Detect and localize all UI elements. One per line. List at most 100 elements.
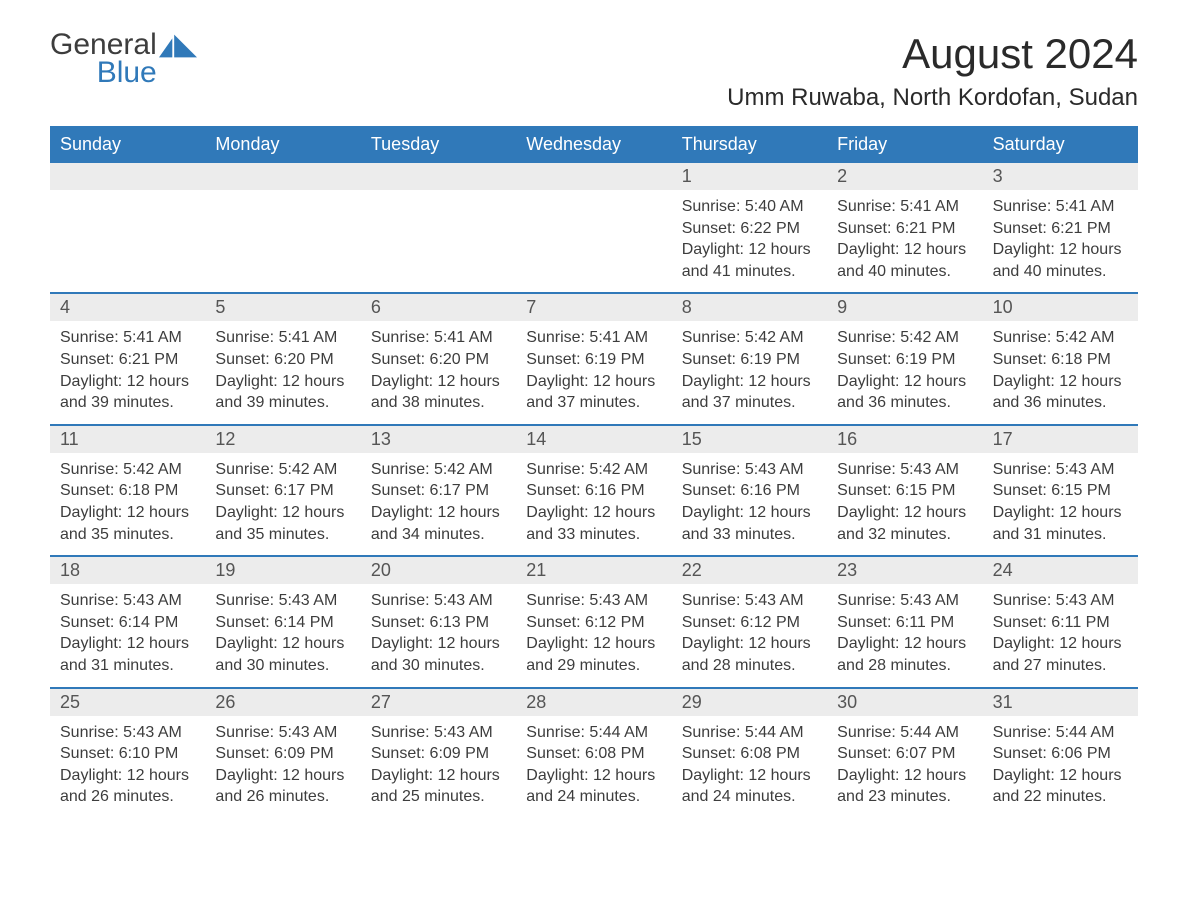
daylight-line: Daylight: 12 hours and 25 minutes. <box>371 765 506 808</box>
day-number: 16 <box>827 426 982 453</box>
day-cell: 22Sunrise: 5:43 AMSunset: 6:12 PMDayligh… <box>672 557 827 686</box>
day-number: 27 <box>361 689 516 716</box>
daylight-line: Daylight: 12 hours and 28 minutes. <box>682 633 817 676</box>
day-body: Sunrise: 5:44 AMSunset: 6:06 PMDaylight:… <box>983 716 1138 818</box>
day-number: 26 <box>205 689 360 716</box>
day-number: 28 <box>516 689 671 716</box>
day-number: 8 <box>672 294 827 321</box>
sunset-line: Sunset: 6:17 PM <box>215 480 350 502</box>
weekday-thursday: Thursday <box>672 126 827 163</box>
logo: General Blue <box>50 30 197 90</box>
day-cell: 6Sunrise: 5:41 AMSunset: 6:20 PMDaylight… <box>361 294 516 423</box>
daylight-line: Daylight: 12 hours and 35 minutes. <box>215 502 350 545</box>
day-cell: 31Sunrise: 5:44 AMSunset: 6:06 PMDayligh… <box>983 689 1138 818</box>
empty-day-bar <box>361 163 516 190</box>
week-row: 18Sunrise: 5:43 AMSunset: 6:14 PMDayligh… <box>50 555 1138 686</box>
sunset-line: Sunset: 6:11 PM <box>837 612 972 634</box>
sunrise-line: Sunrise: 5:43 AM <box>682 590 817 612</box>
day-cell: 25Sunrise: 5:43 AMSunset: 6:10 PMDayligh… <box>50 689 205 818</box>
day-number: 5 <box>205 294 360 321</box>
sunrise-line: Sunrise: 5:43 AM <box>993 590 1128 612</box>
sunrise-line: Sunrise: 5:43 AM <box>837 590 972 612</box>
day-number: 29 <box>672 689 827 716</box>
sunset-line: Sunset: 6:19 PM <box>837 349 972 371</box>
sunset-line: Sunset: 6:14 PM <box>215 612 350 634</box>
day-body: Sunrise: 5:41 AMSunset: 6:21 PMDaylight:… <box>827 190 982 292</box>
daylight-line: Daylight: 12 hours and 40 minutes. <box>837 239 972 282</box>
sunrise-line: Sunrise: 5:44 AM <box>837 722 972 744</box>
sunrise-line: Sunrise: 5:42 AM <box>526 459 661 481</box>
sunrise-line: Sunrise: 5:43 AM <box>215 722 350 744</box>
sunset-line: Sunset: 6:21 PM <box>993 218 1128 240</box>
day-body: Sunrise: 5:42 AMSunset: 6:19 PMDaylight:… <box>827 321 982 423</box>
day-body: Sunrise: 5:40 AMSunset: 6:22 PMDaylight:… <box>672 190 827 292</box>
sunrise-line: Sunrise: 5:43 AM <box>526 590 661 612</box>
sunrise-line: Sunrise: 5:42 AM <box>993 327 1128 349</box>
day-cell <box>361 163 516 292</box>
day-cell: 17Sunrise: 5:43 AMSunset: 6:15 PMDayligh… <box>983 426 1138 555</box>
week-row: 11Sunrise: 5:42 AMSunset: 6:18 PMDayligh… <box>50 424 1138 555</box>
logo-sail-icon <box>159 34 197 58</box>
daylight-line: Daylight: 12 hours and 24 minutes. <box>682 765 817 808</box>
daylight-line: Daylight: 12 hours and 30 minutes. <box>215 633 350 676</box>
sunset-line: Sunset: 6:08 PM <box>682 743 817 765</box>
daylight-line: Daylight: 12 hours and 27 minutes. <box>993 633 1128 676</box>
day-cell: 19Sunrise: 5:43 AMSunset: 6:14 PMDayligh… <box>205 557 360 686</box>
weekday-sunday: Sunday <box>50 126 205 163</box>
day-number: 15 <box>672 426 827 453</box>
daylight-line: Daylight: 12 hours and 39 minutes. <box>60 371 195 414</box>
weekday-header-row: SundayMondayTuesdayWednesdayThursdayFrid… <box>50 126 1138 163</box>
sunrise-line: Sunrise: 5:42 AM <box>215 459 350 481</box>
daylight-line: Daylight: 12 hours and 30 minutes. <box>371 633 506 676</box>
day-body: Sunrise: 5:41 AMSunset: 6:20 PMDaylight:… <box>361 321 516 423</box>
week-row: 4Sunrise: 5:41 AMSunset: 6:21 PMDaylight… <box>50 292 1138 423</box>
day-body: Sunrise: 5:41 AMSunset: 6:20 PMDaylight:… <box>205 321 360 423</box>
sunset-line: Sunset: 6:20 PM <box>371 349 506 371</box>
week-row: 25Sunrise: 5:43 AMSunset: 6:10 PMDayligh… <box>50 687 1138 818</box>
sunrise-line: Sunrise: 5:41 AM <box>371 327 506 349</box>
day-cell: 10Sunrise: 5:42 AMSunset: 6:18 PMDayligh… <box>983 294 1138 423</box>
day-body: Sunrise: 5:42 AMSunset: 6:17 PMDaylight:… <box>361 453 516 555</box>
day-body: Sunrise: 5:43 AMSunset: 6:11 PMDaylight:… <box>983 584 1138 686</box>
day-cell: 14Sunrise: 5:42 AMSunset: 6:16 PMDayligh… <box>516 426 671 555</box>
sunset-line: Sunset: 6:19 PM <box>526 349 661 371</box>
day-body: Sunrise: 5:43 AMSunset: 6:14 PMDaylight:… <box>205 584 360 686</box>
daylight-line: Daylight: 12 hours and 36 minutes. <box>837 371 972 414</box>
day-body: Sunrise: 5:43 AMSunset: 6:09 PMDaylight:… <box>205 716 360 818</box>
sunrise-line: Sunrise: 5:43 AM <box>60 722 195 744</box>
sunset-line: Sunset: 6:09 PM <box>215 743 350 765</box>
daylight-line: Daylight: 12 hours and 26 minutes. <box>60 765 195 808</box>
day-number: 23 <box>827 557 982 584</box>
sunrise-line: Sunrise: 5:41 AM <box>993 196 1128 218</box>
day-body: Sunrise: 5:43 AMSunset: 6:12 PMDaylight:… <box>672 584 827 686</box>
sunrise-line: Sunrise: 5:40 AM <box>682 196 817 218</box>
day-cell: 12 Sunrise: 5:42 AMSunset: 6:17 PMDayligh… <box>205 426 360 555</box>
day-cell: 29Sunrise: 5:44 AMSunset: 6:08 PMDayligh… <box>672 689 827 818</box>
day-cell: 2Sunrise: 5:41 AMSunset: 6:21 PMDaylight… <box>827 163 982 292</box>
day-body: Sunrise: 5:44 AMSunset: 6:08 PMDaylight:… <box>516 716 671 818</box>
sunset-line: Sunset: 6:11 PM <box>993 612 1128 634</box>
empty-day-bar <box>516 163 671 190</box>
day-cell: 18Sunrise: 5:43 AMSunset: 6:14 PMDayligh… <box>50 557 205 686</box>
sunset-line: Sunset: 6:16 PM <box>526 480 661 502</box>
day-cell: 30Sunrise: 5:44 AMSunset: 6:07 PMDayligh… <box>827 689 982 818</box>
day-number: 20 <box>361 557 516 584</box>
day-cell: 27Sunrise: 5:43 AMSunset: 6:09 PMDayligh… <box>361 689 516 818</box>
sunset-line: Sunset: 6:16 PM <box>682 480 817 502</box>
sunset-line: Sunset: 6:07 PM <box>837 743 972 765</box>
sunset-line: Sunset: 6:19 PM <box>682 349 817 371</box>
daylight-line: Daylight: 12 hours and 37 minutes. <box>526 371 661 414</box>
sunset-line: Sunset: 6:17 PM <box>371 480 506 502</box>
day-body: Sunrise: 5:43 AMSunset: 6:10 PMDaylight:… <box>50 716 205 818</box>
day-number: 12 <box>205 426 360 453</box>
empty-day-bar <box>50 163 205 190</box>
sunset-line: Sunset: 6:12 PM <box>682 612 817 634</box>
sunrise-line: Sunrise: 5:41 AM <box>60 327 195 349</box>
weeks-container: 1Sunrise: 5:40 AMSunset: 6:22 PMDaylight… <box>50 163 1138 818</box>
day-cell: 13Sunrise: 5:42 AMSunset: 6:17 PMDayligh… <box>361 426 516 555</box>
sunset-line: Sunset: 6:15 PM <box>993 480 1128 502</box>
day-number: 10 <box>983 294 1138 321</box>
daylight-line: Daylight: 12 hours and 24 minutes. <box>526 765 661 808</box>
sunset-line: Sunset: 6:18 PM <box>993 349 1128 371</box>
sunrise-line: Sunrise: 5:43 AM <box>371 722 506 744</box>
